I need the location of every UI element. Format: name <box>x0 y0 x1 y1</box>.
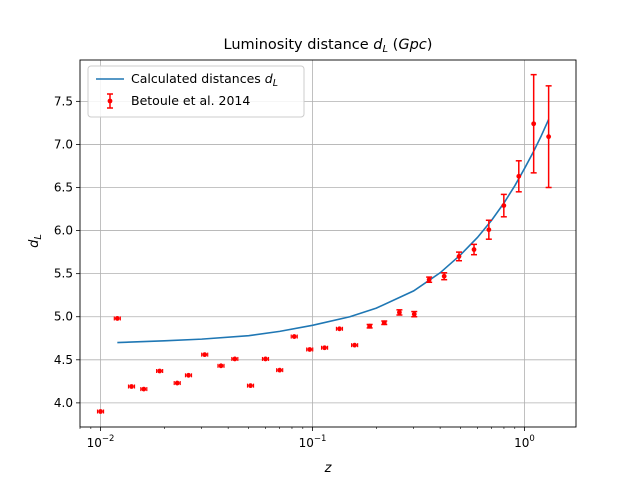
data-point <box>500 193 507 218</box>
data-point <box>351 342 359 348</box>
data-point <box>276 367 284 373</box>
y-axis-label: dL <box>27 234 44 248</box>
points-layer <box>96 73 552 414</box>
data-point <box>306 347 314 352</box>
y-tick-label: 7.0 <box>54 137 73 151</box>
data-point <box>201 352 209 358</box>
data-point <box>441 272 448 281</box>
data-point <box>381 320 388 326</box>
y-tick-label: 7.5 <box>54 94 73 108</box>
x-tick-label: 10−2 <box>87 434 115 450</box>
legend-swatch-errorbar <box>107 93 113 109</box>
data-point <box>261 356 270 362</box>
y-tick-label: 4.0 <box>54 396 73 410</box>
data-point <box>471 243 478 256</box>
plot-frame <box>79 59 577 428</box>
x-tick-label: 100 <box>514 434 535 450</box>
series-line-calculated <box>117 119 550 344</box>
data-point <box>426 276 433 284</box>
data-point <box>113 316 121 321</box>
data-point <box>485 219 492 240</box>
legend-box <box>87 65 305 118</box>
data-point <box>246 383 255 389</box>
data-point <box>335 326 344 332</box>
data-point <box>184 372 193 378</box>
data-point <box>545 85 552 189</box>
legend-label-calculated: Calculated distances dL <box>131 71 278 89</box>
data-point <box>127 384 136 389</box>
legend-label-betoule: Betoule et al. 2014 <box>131 93 250 108</box>
data-point <box>515 160 522 193</box>
y-tick-label: 4.5 <box>54 353 73 367</box>
x-tick-label: 10−1 <box>299 434 327 450</box>
data-point <box>173 380 181 386</box>
axes-layer: 10−2 10−1 100 4.0 4.5 5.0 5.5 6.0 6.5 7.0 7.5 <box>54 59 577 450</box>
data-point <box>217 363 225 369</box>
data-point <box>231 356 239 362</box>
data-point <box>156 368 164 374</box>
data-point <box>366 323 373 329</box>
y-tick-label: 5.5 <box>54 267 73 281</box>
x-axis-label: z <box>324 461 333 476</box>
data-point <box>320 345 329 351</box>
y-tick-label: 6.5 <box>54 181 73 195</box>
data-point <box>456 251 463 262</box>
data-point <box>96 409 105 414</box>
data-point <box>140 386 148 392</box>
line-layer <box>117 119 550 344</box>
y-tick-label: 5.0 <box>54 310 73 324</box>
legend: Calculated distances dL Betoule et al. 20… <box>87 65 305 118</box>
chart-title: Luminosity distance dL (Gpc) <box>224 37 433 55</box>
data-point <box>290 334 298 339</box>
data-point <box>530 73 537 174</box>
data-point <box>411 310 418 318</box>
grid-layer <box>80 60 576 427</box>
data-point <box>396 309 403 316</box>
y-tick-label: 6.0 <box>54 224 73 238</box>
